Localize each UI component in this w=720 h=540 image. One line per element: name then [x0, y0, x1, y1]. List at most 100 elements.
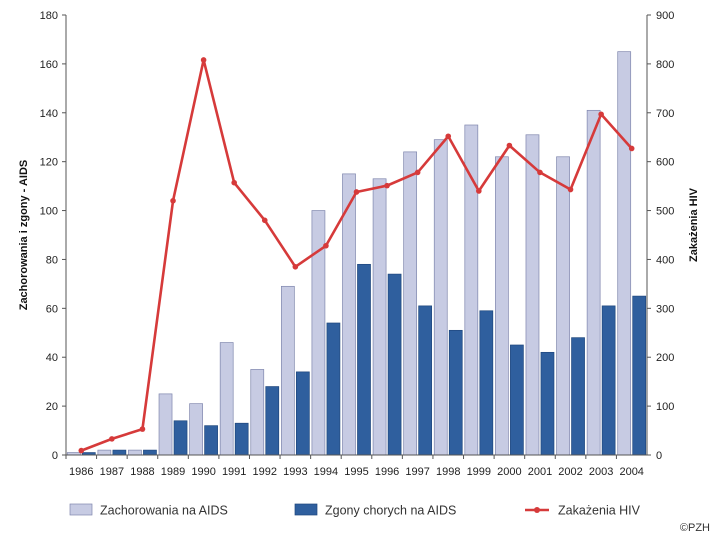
legend-aids-cases-label: Zachorowania na AIDS — [100, 504, 228, 518]
x-tick-label: 1999 — [467, 466, 491, 478]
bar-aids-deaths-1997 — [418, 305, 433, 456]
legend-aids-cases-swatch — [69, 503, 93, 516]
point-hiv-1991 — [231, 179, 237, 186]
bar-aids-deaths-1995 — [357, 263, 371, 456]
plot-area — [66, 51, 647, 456]
y-tick-label: 180 — [40, 10, 58, 22]
x-tick-label: 2002 — [558, 466, 582, 478]
bar-aids-cases-1996 — [372, 178, 387, 456]
bar-aids-cases-1997 — [403, 151, 418, 456]
y2-tick-label: 800 — [656, 59, 674, 71]
x-tick-label: 1997 — [405, 466, 429, 478]
bar-aids-cases-2000 — [495, 156, 509, 456]
credit-text: ©PZH — [679, 522, 710, 534]
point-hiv-1995 — [353, 189, 360, 195]
x-tick-label: 1996 — [375, 466, 399, 478]
y2-tick-label: 700 — [656, 108, 674, 120]
legend: Zachorowania na AIDS Zgony chorych na AID… — [69, 503, 641, 518]
y-tick-label: 80 — [46, 254, 58, 266]
bar-aids-deaths-1990 — [204, 425, 218, 456]
y-tick-label: 40 — [46, 352, 58, 364]
bar-aids-cases-1991 — [219, 342, 234, 456]
point-hiv-1994 — [323, 242, 329, 249]
bar-aids-deaths-2000 — [510, 344, 524, 456]
x-tick-label: 1989 — [161, 466, 185, 478]
point-hiv-1997 — [414, 169, 421, 176]
legend-aids-deaths-label: Zgony chorych na AIDS — [325, 504, 456, 518]
point-hiv-1998 — [445, 133, 452, 140]
bar-aids-deaths-1993 — [295, 371, 310, 456]
axes: 0 20 40 60 80 100 120 140 160 180 0 100 200 300 400 500… — [18, 10, 700, 478]
legend-hiv: Zakażenia HIV — [525, 504, 641, 518]
bar-aids-cases-1989 — [158, 393, 173, 456]
bar-aids-deaths-1994 — [326, 322, 341, 456]
x-tick-label: 2004 — [619, 466, 643, 478]
bar-aids-cases-1992 — [250, 369, 265, 456]
y2-tick-label: 600 — [656, 157, 674, 169]
x-tick-label: 1987 — [100, 466, 124, 478]
legend-hiv-swatch-dot — [534, 507, 540, 513]
x-tick-label: 1986 — [69, 466, 93, 478]
point-hiv-1993 — [292, 263, 299, 270]
y2-tick-label: 100 — [656, 401, 674, 413]
x-tick-label: 1993 — [283, 466, 307, 478]
bar-aids-deaths-1987 — [112, 449, 127, 456]
bar-aids-cases-2001 — [525, 134, 540, 456]
y-axis-title: Zachorowania i zgony - AIDS — [18, 160, 30, 311]
y-tick-label: 100 — [40, 206, 58, 218]
point-hiv-1988 — [139, 426, 146, 432]
point-hiv-1992 — [261, 217, 268, 224]
bar-aids-cases-1987 — [97, 449, 112, 456]
bar-aids-deaths-2003 — [601, 305, 616, 456]
bar-aids-deaths-1988 — [143, 449, 157, 456]
y2-tick-label: 500 — [656, 206, 674, 218]
bar-aids-cases-2003 — [586, 109, 601, 456]
y-tick-label: 140 — [40, 108, 58, 120]
point-hiv-1987 — [109, 436, 115, 442]
bar-aids-deaths-1992 — [265, 386, 280, 456]
y-tick-label: 20 — [46, 401, 58, 413]
bar-aids-deaths-2001 — [540, 351, 555, 456]
bar-aids-deaths-1999 — [479, 310, 494, 456]
y2-tick-label: 300 — [656, 303, 674, 315]
point-hiv-2001 — [537, 169, 543, 176]
legend-aids-deaths-swatch — [294, 503, 318, 516]
x-tick-label: 1991 — [222, 466, 246, 478]
point-hiv-1996 — [384, 182, 390, 189]
bar-aids-cases-1995 — [342, 173, 356, 456]
point-hiv-2002 — [567, 186, 574, 193]
y2-tick-label: 200 — [656, 352, 674, 364]
bar-aids-deaths-2004 — [632, 295, 647, 456]
point-hiv-2000 — [506, 142, 513, 149]
bar-aids-deaths-1989 — [173, 420, 188, 456]
x-tick-label: 2003 — [589, 466, 613, 478]
legend-aids-deaths: Zgony chorych na AIDS — [294, 503, 456, 518]
y2-tick-label: 900 — [656, 10, 674, 22]
x-tick-label: 2000 — [497, 466, 521, 478]
bar-aids-deaths-1996 — [387, 273, 402, 456]
bar-aids-cases-2002 — [556, 156, 570, 456]
x-tick-label: 1992 — [253, 466, 277, 478]
x-tick-label: 1998 — [436, 466, 460, 478]
legend-aids-cases: Zachorowania na AIDS — [69, 503, 228, 518]
x-tick-label: 2001 — [528, 466, 552, 478]
y-tick-label: 160 — [40, 59, 58, 71]
point-hiv-1986 — [78, 447, 85, 454]
bar-aids-cases-1990 — [189, 403, 203, 456]
y-tick-label: 60 — [46, 303, 58, 315]
point-hiv-2003 — [598, 111, 604, 118]
y-tick-label: 120 — [40, 157, 58, 169]
bar-aids-deaths-1998 — [448, 329, 463, 456]
y2-tick-label: 0 — [656, 450, 662, 462]
point-hiv-1989 — [170, 197, 176, 204]
x-tick-label: 1990 — [191, 466, 215, 478]
legend-hiv-label: Zakażenia HIV — [558, 504, 641, 518]
bar-aids-cases-2004 — [617, 51, 632, 456]
bar-aids-cases-1999 — [464, 124, 479, 456]
point-hiv-1999 — [476, 188, 482, 194]
bar-aids-cases-1998 — [433, 139, 448, 456]
point-hiv-2004 — [628, 145, 635, 152]
bar-aids-cases-1988 — [128, 449, 142, 456]
y2-tick-label: 400 — [656, 254, 674, 266]
